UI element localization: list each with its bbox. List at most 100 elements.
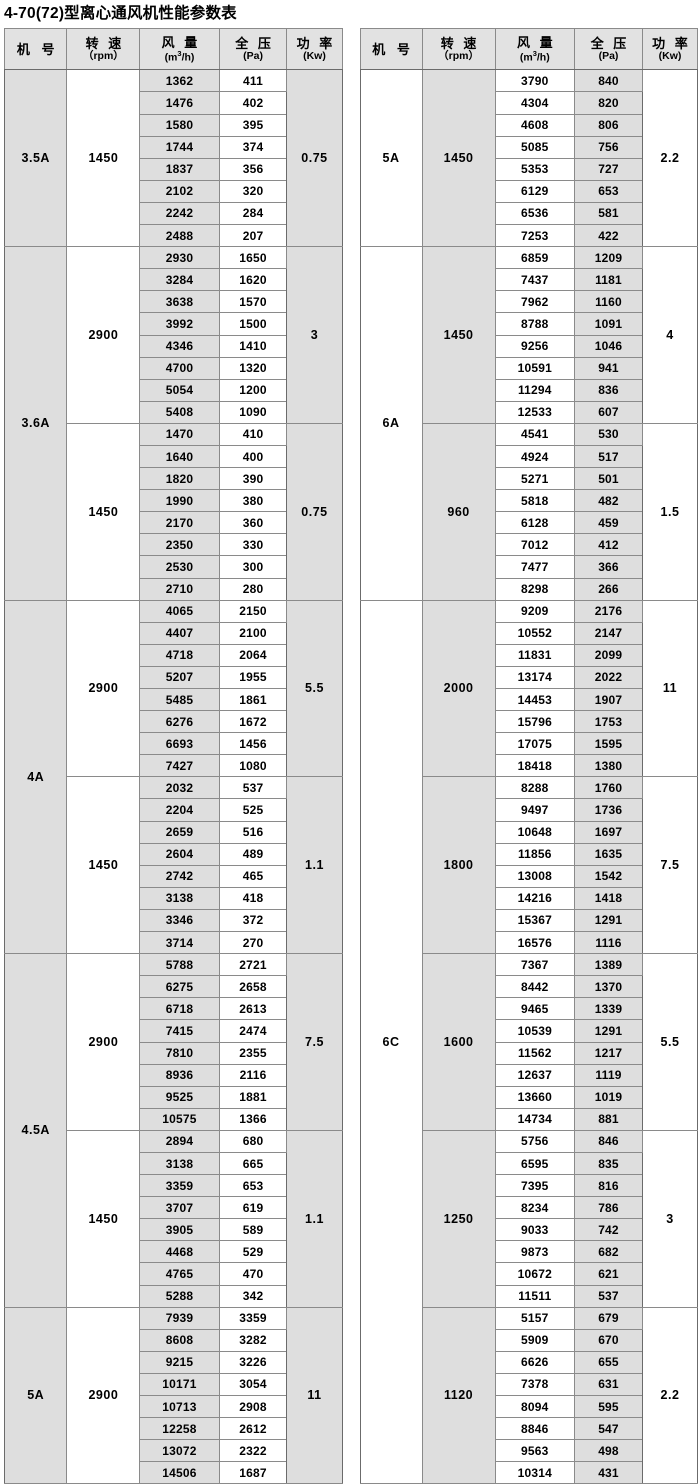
cell-pressure: 1291: [574, 908, 643, 933]
table-row: 2604 489: [5, 842, 343, 866]
table-row: 2488 207: [5, 224, 343, 248]
table-row: 5207 1955: [5, 665, 343, 690]
cell-pressure: 3359: [218, 1306, 288, 1330]
cell-pressure: 670: [574, 1328, 643, 1352]
cell-pressure: 2613: [218, 997, 288, 1021]
cell-pressure: 402: [218, 91, 288, 115]
table-row: 1580 395: [5, 113, 343, 137]
cell-pressure: 459: [574, 511, 643, 535]
table-row: 4407 2100: [5, 621, 343, 645]
column-header-power-label: 功 率: [652, 36, 691, 52]
table-row: 2242 284: [5, 201, 343, 226]
column-header-rpm-unit: （rpm）: [82, 50, 124, 63]
cell-pressure: 2100: [218, 621, 288, 645]
cell-pressure: 786: [574, 1196, 643, 1220]
cell-flow: 13174: [494, 665, 576, 690]
cell-flow: 11511: [494, 1284, 576, 1308]
cell-pressure: 498: [574, 1439, 643, 1463]
cell-pressure: 342: [218, 1284, 288, 1308]
cell-rpm: 2900: [66, 1306, 141, 1484]
cell-flow: 9873: [494, 1240, 576, 1264]
cell-flow: 6275: [139, 975, 220, 999]
cell-pressure: 372: [218, 908, 288, 933]
cell-pressure: 395: [218, 113, 288, 137]
cell-pressure: 547: [574, 1417, 643, 1441]
cell-pressure: 2355: [218, 1041, 288, 1065]
table-row: 7477 366: [360, 555, 698, 579]
cell-pressure: 529: [218, 1240, 288, 1264]
cell-flow: 2488: [139, 224, 220, 248]
cell-pressure: 360: [218, 511, 288, 535]
cell-flow: 5788: [139, 953, 220, 977]
table-row: 6A 1450 6859 1209 4: [359, 246, 699, 601]
cell-pressure: 1418: [574, 886, 643, 910]
cell-pressure: 1291: [574, 1019, 643, 1043]
cell-pressure: 3226: [218, 1350, 288, 1374]
cell-pressure: 1320: [218, 356, 288, 380]
column-header-press-unit: (Pa): [243, 50, 263, 63]
cell-flow: 11856: [494, 842, 576, 866]
cell-pressure: 682: [574, 1240, 643, 1264]
cell-rpm: 2900: [66, 246, 141, 424]
cell-pressure: 1697: [574, 820, 643, 844]
cell-flow: 8094: [494, 1394, 576, 1419]
cell-pressure: 2147: [574, 621, 643, 645]
cell-power: 7.5: [641, 776, 699, 955]
cell-pressure: 1861: [218, 687, 288, 712]
cell-pressure: 665: [218, 1151, 288, 1176]
cell-flow: 1362: [139, 69, 220, 93]
cell-flow: 7810: [139, 1041, 220, 1065]
cell-pressure: 1091: [574, 312, 643, 336]
table-row: 1450 1470 410 0.75: [5, 422, 343, 601]
cell-pressure: 1217: [574, 1041, 643, 1065]
column-header-power-label: 功 率: [296, 36, 336, 52]
cell-flow: 4468: [139, 1240, 220, 1264]
cell-flow: 6536: [494, 201, 576, 226]
cell-flow: 7367: [494, 953, 576, 977]
cell-flow: 12533: [494, 400, 576, 424]
cell-flow: 10575: [139, 1107, 220, 1131]
cell-flow: 7415: [139, 1019, 220, 1043]
cell-flow: 12258: [139, 1417, 220, 1441]
cell-pressure: 679: [574, 1306, 643, 1330]
cell-pressure: 1209: [574, 246, 643, 270]
cell-flow: 2350: [139, 533, 220, 557]
cell-pressure: 525: [218, 798, 288, 822]
cell-pressure: 2721: [218, 953, 288, 977]
cell-flow: 9033: [494, 1218, 576, 1242]
cell-flow: 2604: [139, 842, 220, 866]
table-row: 2742 465: [5, 864, 343, 888]
table-row: 11294 836: [360, 378, 698, 402]
cell-flow: 3359: [139, 1174, 220, 1198]
cell-pressure: 816: [574, 1174, 643, 1198]
cell-flow: 4304: [494, 91, 576, 115]
cell-flow: 6718: [139, 997, 220, 1021]
cell-pressure: 846: [574, 1129, 643, 1153]
cell-pressure: 400: [218, 444, 288, 469]
performance-table-left: 机 号转 速（rpm）风 量 (m3/h) 全 压 (Pa) 功 率 (Kw) 3.5A 14…: [3, 28, 343, 1484]
cell-pressure: 470: [218, 1262, 288, 1286]
cell-pressure: 2474: [218, 1019, 288, 1043]
cell-pressure: 1410: [218, 334, 288, 358]
cell-pressure: 270: [218, 931, 288, 955]
column-header-flow-unit: (m3/h): [519, 48, 550, 64]
table-row: 2530 300: [5, 555, 343, 579]
cell-rpm: 1600: [421, 953, 496, 1131]
column-header-press: 全 压 (Pa): [218, 28, 288, 71]
cell-pressure: 2116: [218, 1063, 288, 1087]
table-row: 13174 2022: [360, 665, 698, 690]
cell-flow: 9563: [494, 1439, 576, 1463]
cell-flow: 8234: [494, 1196, 576, 1220]
cell-flow: 3992: [139, 312, 220, 336]
cell-flow: 8442: [494, 975, 576, 999]
cell-model: 3.5A: [3, 69, 68, 248]
cell-flow: 4065: [139, 599, 220, 623]
table-row: 3638 1570: [5, 290, 343, 314]
performance-table-right: 机 号转 速（rpm）风 量 (m3/h) 全 压 (Pa) 功 率 (Kw) 5A 1450…: [359, 28, 699, 1484]
cell-flow: 5485: [139, 687, 220, 712]
cell-flow: 8298: [494, 577, 576, 601]
cell-power: 2.2: [641, 69, 699, 248]
cell-flow: 7395: [494, 1174, 576, 1198]
cell-flow: 8288: [494, 776, 576, 800]
cell-power: 1.5: [641, 422, 699, 601]
